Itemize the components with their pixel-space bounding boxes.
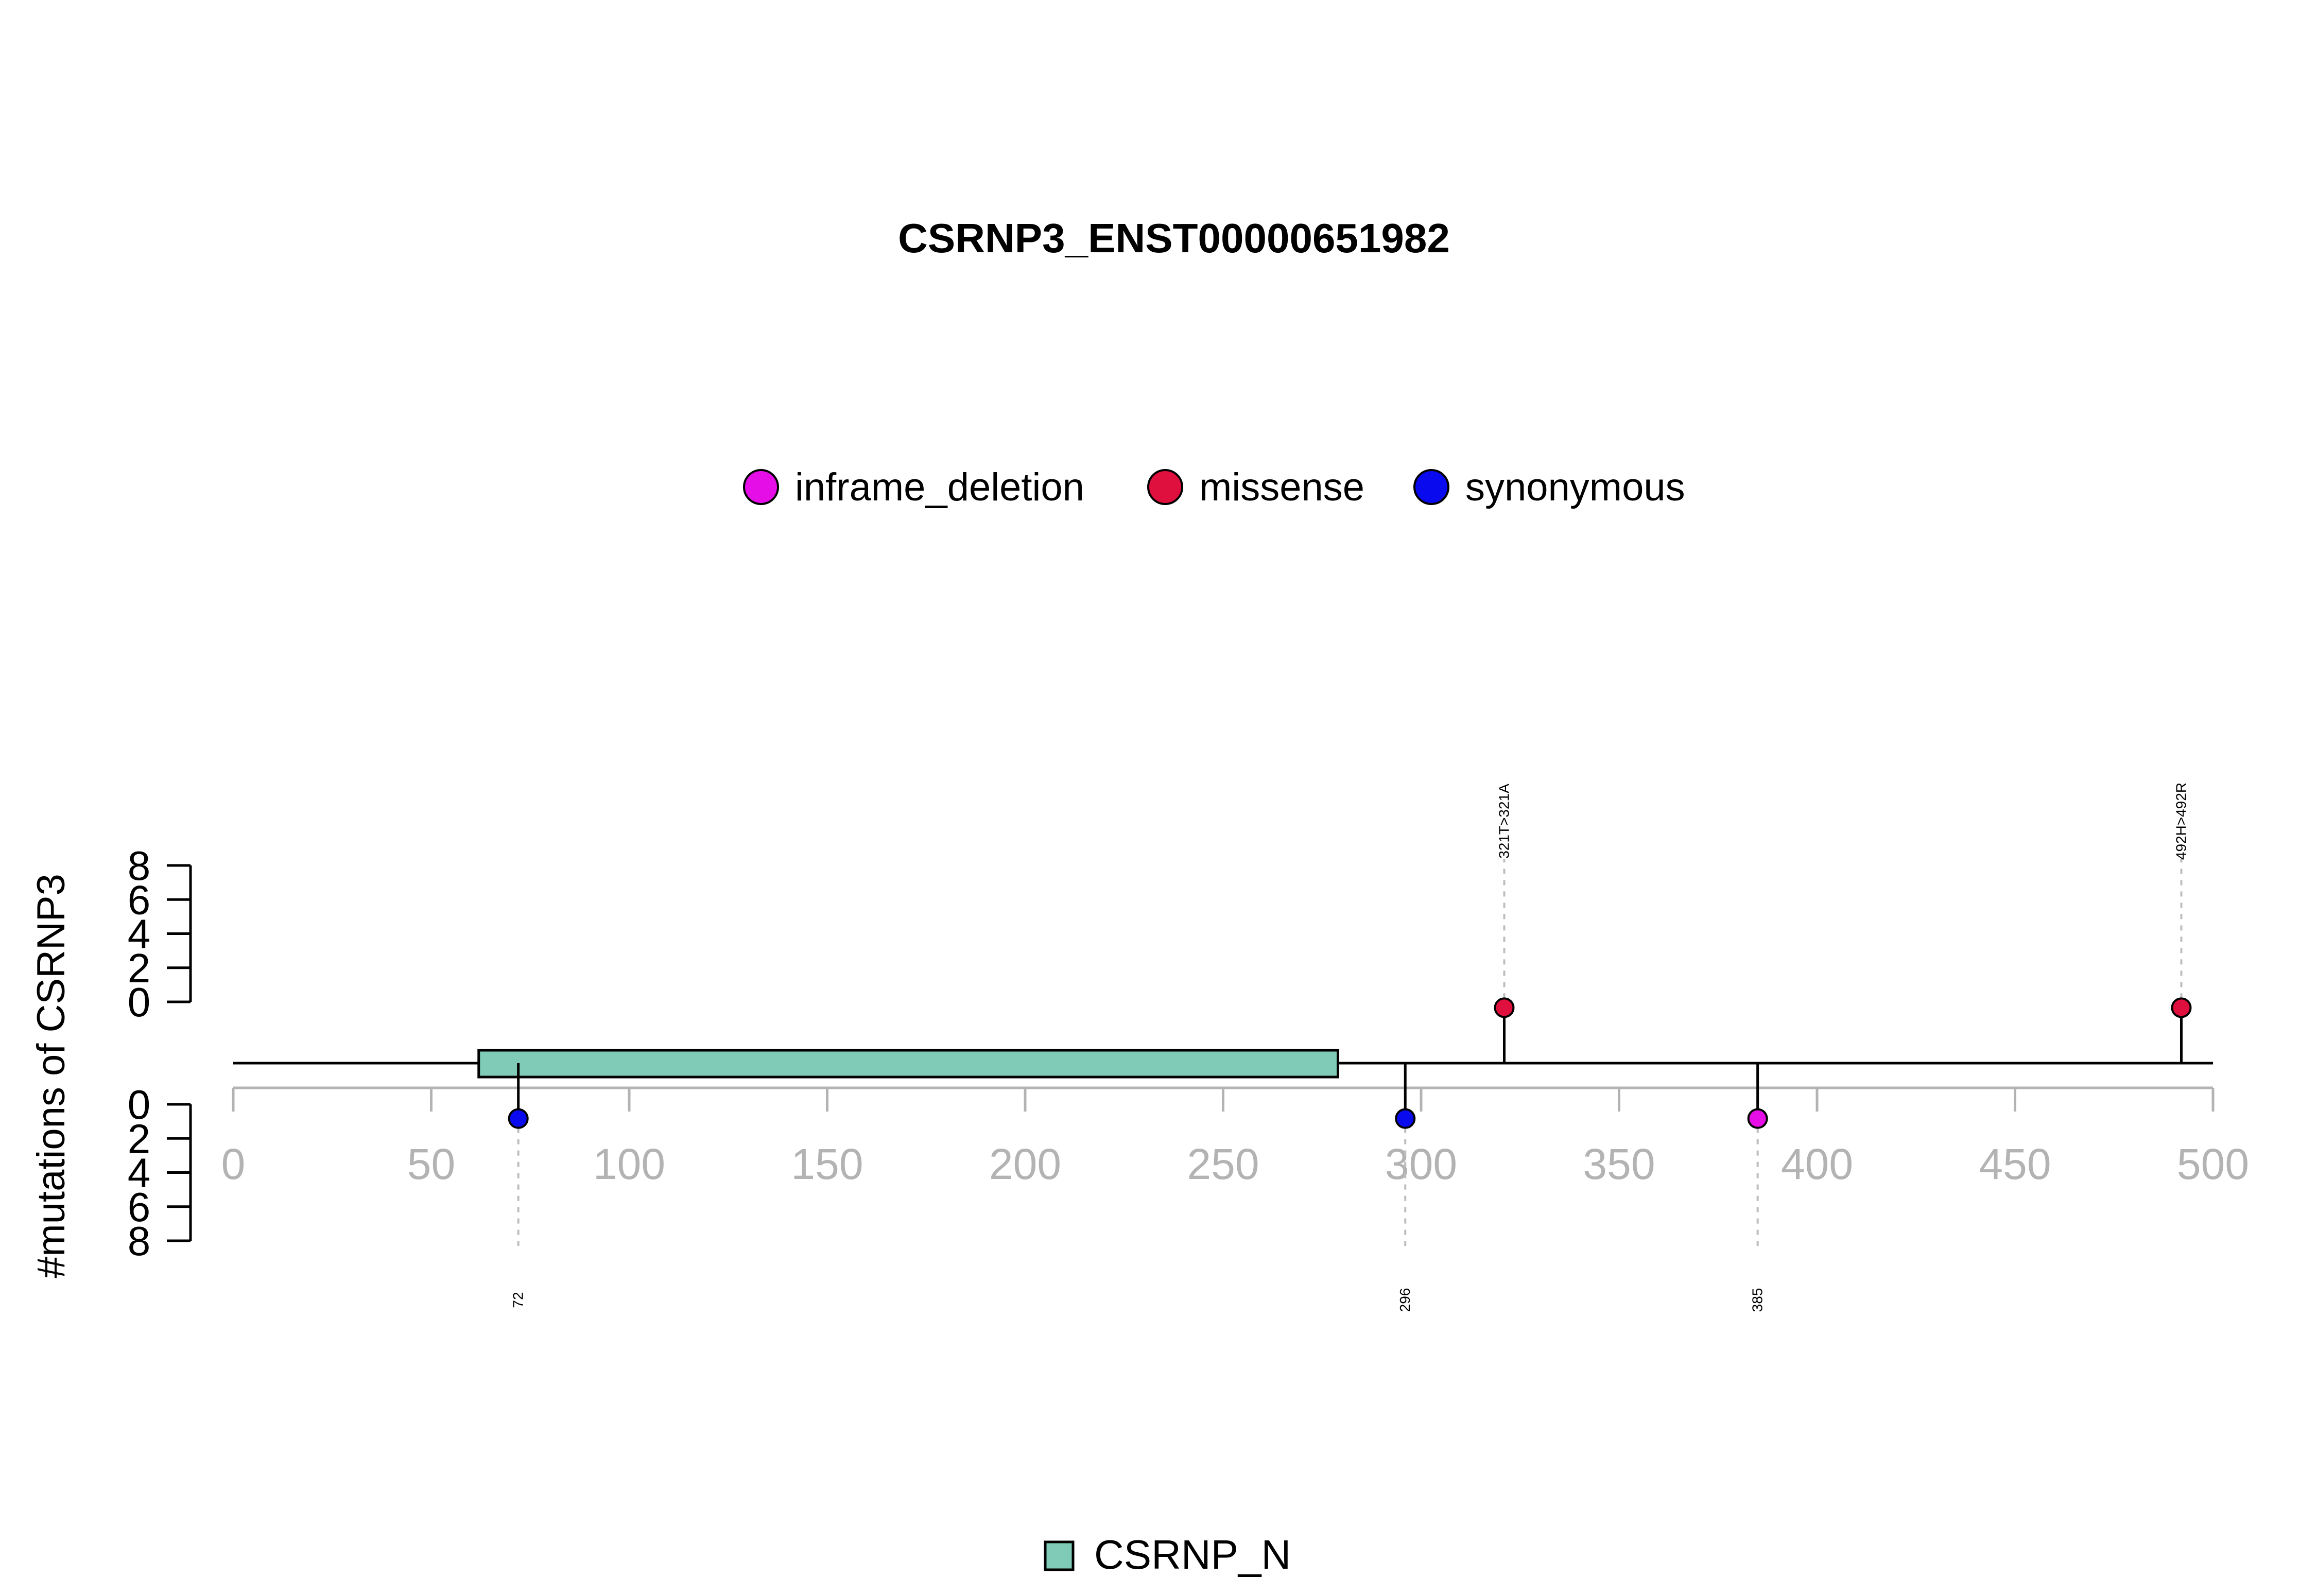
y-tick-label-top-6: 6: [128, 877, 151, 923]
x-tick-label-0: 0: [221, 1140, 246, 1188]
mutation-321-head: [1494, 997, 1515, 1018]
y-tick-label-top-0: 0: [128, 979, 151, 1025]
y-tick-label-bottom-4: 4: [128, 1150, 151, 1196]
y-tick-label-bottom-8: 8: [128, 1218, 151, 1264]
mutation-296-label: 296: [1397, 1288, 1413, 1312]
y-tick-label-bottom-0: 0: [128, 1082, 151, 1127]
mutation-layer: 72 296 321T>321A 385 492H>492R: [508, 783, 2192, 1312]
legend-marker-missense: [1147, 469, 1183, 505]
mutation-385-head: [1747, 1108, 1768, 1129]
y-tick-label-top-8: 8: [128, 843, 151, 889]
legend-label-synonymous: synonymous: [1465, 465, 1685, 509]
y-axis-label: #mutations of CSRNP3: [29, 874, 73, 1278]
mutation-385-label: 385: [1750, 1288, 1766, 1312]
domain-layer: [477, 1049, 1340, 1079]
x-tick-label-450: 450: [1979, 1140, 2051, 1188]
mutation-321-label: 321T>321A: [1496, 784, 1512, 859]
legend-marker-CSRNP_N: [1044, 1540, 1075, 1571]
y-tick-label-bottom-6: 6: [128, 1184, 151, 1230]
mutation-72-head: [508, 1108, 529, 1129]
legend-label-inframe_deletion: inframe_deletion: [795, 465, 1084, 509]
x-tick-label-150: 150: [791, 1140, 863, 1188]
chart-title: CSRNP3_ENST00000651982: [898, 215, 1450, 261]
x-tick-label-300: 300: [1385, 1140, 1457, 1188]
y-tick-label-top-4: 4: [128, 911, 151, 957]
x-tick-label-50: 50: [407, 1140, 455, 1188]
y-tick-label-bottom-2: 2: [128, 1116, 151, 1161]
mutation-72-label: 72: [510, 1292, 526, 1308]
x-tick-label-200: 200: [989, 1140, 1061, 1188]
x-tick-label-250: 250: [1187, 1140, 1259, 1188]
legend-marker-synonymous: [1413, 469, 1449, 505]
x-tick-label-500: 500: [2177, 1140, 2249, 1188]
x-tick-label-100: 100: [593, 1140, 665, 1188]
mutation-type-legend: inframe_deletion missense synonymous: [743, 465, 1685, 509]
y-tick-label-top-2: 2: [128, 945, 151, 991]
mutation-296-head: [1395, 1108, 1416, 1129]
x-tick-label-350: 350: [1583, 1140, 1655, 1188]
x-tick-label-400: 400: [1781, 1140, 1853, 1188]
mutation-492-label: 492H>492R: [2173, 783, 2189, 860]
domain-CSRNP_N: [477, 1049, 1340, 1079]
legend-label-CSRNP_N: CSRNP_N: [1094, 1532, 1291, 1577]
legend-label-missense: missense: [1199, 465, 1364, 509]
legend-marker-inframe_deletion: [743, 469, 779, 505]
domain-legend: CSRNP_N: [1044, 1532, 1291, 1577]
mutation-492-head: [2171, 997, 2192, 1018]
